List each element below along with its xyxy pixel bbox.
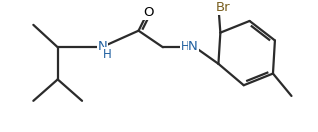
Text: Br: Br [216, 1, 231, 14]
Text: N: N [98, 40, 107, 53]
Text: H: H [181, 40, 190, 53]
Text: N: N [188, 40, 198, 53]
Text: O: O [143, 6, 154, 19]
Text: H: H [103, 48, 112, 61]
